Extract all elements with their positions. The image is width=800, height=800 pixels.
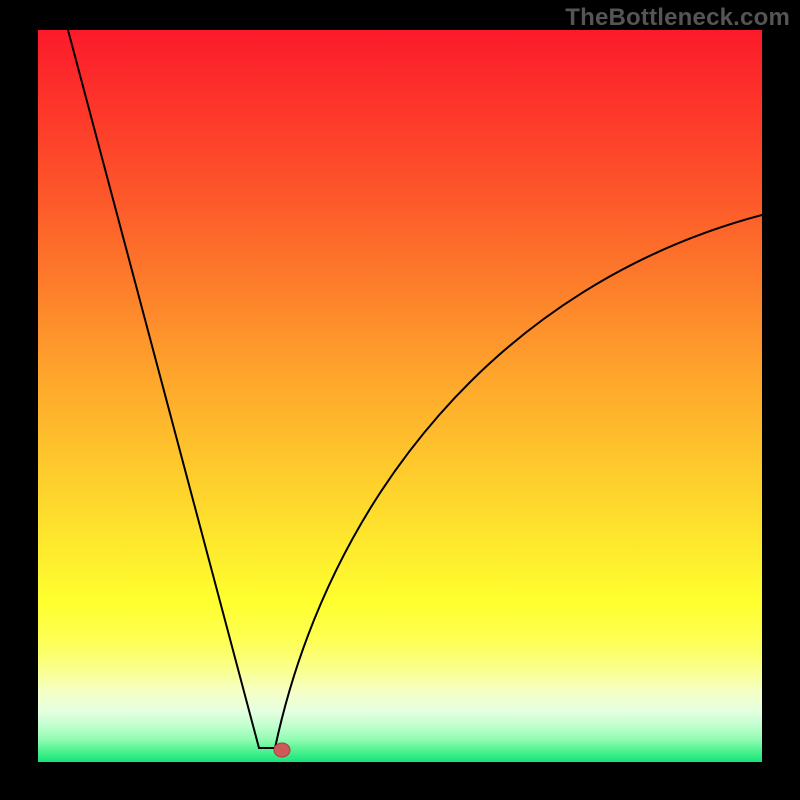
watermark-label: TheBottleneck.com	[565, 4, 790, 32]
plot-svg	[38, 30, 762, 762]
plot-area	[38, 30, 762, 762]
chart-canvas: TheBottleneck.com	[0, 0, 800, 800]
gradient-background	[38, 30, 762, 762]
minimum-marker	[274, 743, 290, 757]
